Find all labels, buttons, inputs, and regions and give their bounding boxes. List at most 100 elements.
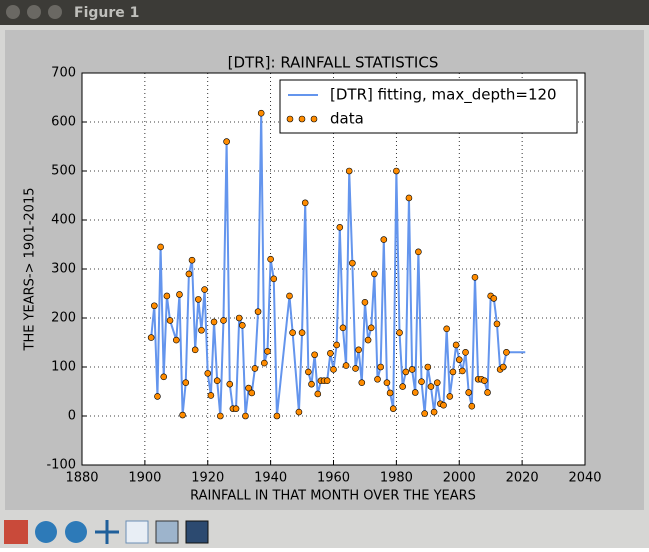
data-point [245,384,252,392]
data-point [223,138,230,145]
y-tick-label: 500 [51,164,76,179]
subplots-button[interactable] [155,520,179,544]
data-point [251,365,259,372]
window-title: Figure 1 [74,5,139,21]
data-point [311,351,318,359]
data-point [440,401,447,409]
data-point [355,346,362,354]
data-point [242,412,249,420]
data-point [198,326,205,334]
legend-swatch [310,115,318,123]
data-point [393,167,400,175]
y-tick-label: 700 [51,66,76,81]
data-point [270,275,278,283]
data-point [471,274,479,281]
maximize-button[interactable] [48,5,62,19]
data-point [239,322,246,329]
data-point [314,390,322,398]
fit-line [150,113,526,417]
data-point [433,379,441,386]
data-point [147,334,155,341]
data-point [157,243,164,251]
data-point [389,405,397,412]
data-point [493,320,501,328]
data-point [166,317,174,324]
data-point [195,296,202,303]
y-axis-label: THE YEARS-> 1901-2015 [23,188,38,352]
home-button[interactable] [4,520,28,544]
data-point [345,167,353,175]
data-point [481,377,488,385]
data-point [380,236,388,243]
data-point [261,359,268,367]
data-point [185,270,193,278]
x-tick-label: 2020 [506,471,539,486]
data-point [446,393,454,400]
minimize-button[interactable] [27,5,41,19]
data-point [298,329,306,337]
data-point [235,314,243,322]
data-point [220,317,227,324]
data-point [427,383,435,390]
data-point [323,377,331,385]
data-point [286,292,293,300]
legend-label: [DTR] fitting, max_depth=120 [330,86,557,105]
data-point [257,109,265,117]
pan-button[interactable] [95,520,119,544]
data-point [154,393,161,400]
data-point [421,410,428,417]
data-point [179,411,186,419]
y-tick-label: 0 [68,409,76,424]
data-point [273,412,281,420]
close-button[interactable] [6,5,20,19]
data-point [364,336,372,344]
data-point [267,255,274,263]
data-point [327,349,334,357]
data-point [188,256,196,264]
data-point [207,392,215,399]
data-point [173,336,180,344]
x-tick-label: 2000 [443,471,476,486]
x-axis-label: RAINFALL IN THAT MONTH OVER THE YEARS [190,489,476,504]
data-point [383,379,391,386]
x-tick-label: 1980 [380,471,413,486]
data-point [503,348,510,356]
legend-box [279,79,578,134]
data-point [465,389,472,396]
data-point [182,379,190,386]
data-point [367,324,375,332]
data-point [295,408,303,416]
back-button[interactable] [35,521,57,543]
data-point [151,302,158,310]
data-point [336,224,344,231]
data-point [301,199,309,207]
data-point [408,366,416,373]
data-point [424,363,432,371]
data-point [452,341,460,349]
y-tick-label: 200 [51,311,76,326]
data-point [358,379,366,386]
x-tick-label: 2040 [568,471,601,486]
data-point [484,389,491,396]
data-point [349,259,356,267]
legend-swatch [286,115,294,123]
toolbar [4,520,209,544]
y-tick-label: 600 [51,115,76,130]
data-point [160,373,168,381]
data-point [333,341,340,349]
data-point [415,248,422,256]
data-point [226,380,234,388]
data-point [305,368,312,376]
save-button[interactable] [185,520,209,544]
x-tick-label: 1900 [128,471,161,486]
data-point [191,346,199,354]
x-tick-label: 1960 [317,471,350,486]
zoom-button[interactable] [125,520,149,544]
data-point [248,389,256,397]
data-point [455,356,463,363]
data-point [430,408,438,416]
data-point [289,329,296,337]
y-tick-label: 100 [51,360,76,375]
data-point [254,308,262,315]
forward-button[interactable] [65,521,87,543]
